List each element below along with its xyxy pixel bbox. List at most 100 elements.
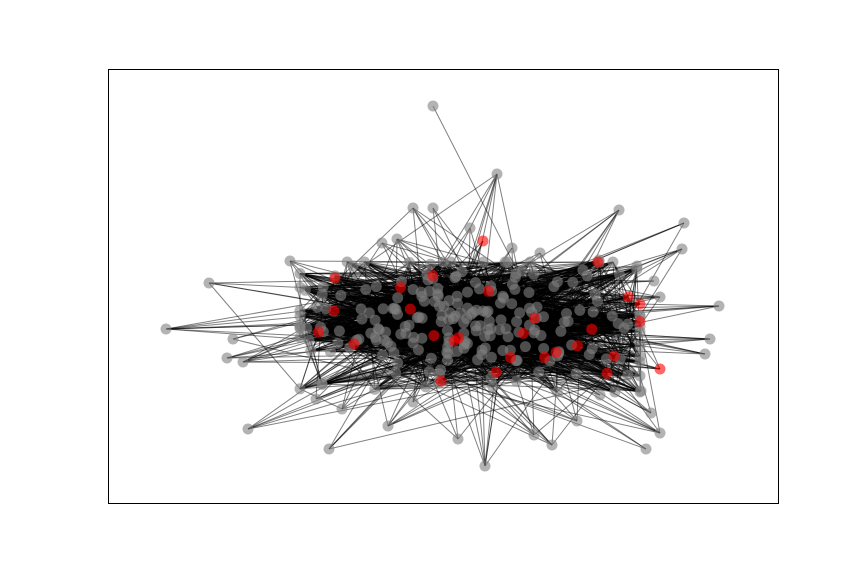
graph-node: [428, 203, 439, 214]
graph-node: [295, 311, 306, 322]
highlighted-node: [328, 305, 339, 316]
highlighted-node: [428, 330, 439, 341]
graph-node: [408, 397, 419, 408]
graph-node: [609, 387, 620, 398]
highlighted-node: [572, 340, 583, 351]
graph-node: [335, 290, 346, 301]
graph-node: [607, 311, 618, 322]
graph-node: [438, 257, 449, 268]
highlighted-node: [330, 273, 341, 284]
graph-node: [285, 256, 296, 267]
graph-node: [559, 317, 570, 328]
graph-node: [332, 338, 343, 349]
graph-node: [507, 243, 518, 254]
graph-node: [529, 327, 540, 338]
graph-node: [408, 203, 419, 214]
graph-node: [383, 421, 394, 432]
graph-node: [337, 404, 348, 415]
graph-node: [506, 298, 517, 309]
graph-node: [679, 218, 690, 229]
graph-node: [514, 307, 525, 318]
graph-node: [161, 324, 172, 335]
graph-node: [614, 269, 625, 280]
graph-node: [325, 346, 336, 357]
graph-node: [295, 268, 306, 279]
graph-node: [392, 357, 403, 368]
highlighted-node: [539, 352, 550, 363]
graph-node: [497, 291, 508, 302]
graph-node: [435, 364, 446, 375]
graph-node: [470, 277, 481, 288]
highlighted-node: [518, 328, 529, 339]
graph-node: [492, 169, 503, 180]
graph-node: [389, 303, 400, 314]
highlighted-node: [427, 270, 438, 281]
highlighted-node: [436, 376, 447, 387]
graph-node: [567, 277, 578, 288]
graph-node: [535, 248, 546, 259]
graph-node: [379, 335, 390, 346]
graph-node: [359, 257, 370, 268]
graph-node: [392, 234, 403, 245]
highlighted-node: [529, 313, 540, 324]
highlighted-node: [505, 352, 516, 363]
graph-node: [392, 292, 403, 303]
graph-node: [588, 307, 599, 318]
graph-node: [466, 309, 477, 320]
graph-node: [501, 323, 512, 334]
graph-node: [503, 257, 514, 268]
graph-node: [452, 291, 463, 302]
graph-node: [631, 264, 642, 275]
graph-node: [635, 351, 646, 362]
graph-node: [635, 341, 646, 352]
graph-node: [243, 424, 254, 435]
graph-node: [442, 325, 453, 336]
graph-node: [377, 238, 388, 249]
highlighted-node: [655, 364, 666, 375]
highlighted-node: [635, 316, 646, 327]
graph-node: [478, 257, 489, 268]
graph-node: [641, 444, 652, 455]
highlighted-node: [609, 351, 620, 362]
graph-node: [622, 319, 633, 330]
graph-node: [357, 314, 368, 325]
graph-node: [377, 350, 388, 361]
highlighted-node: [478, 236, 489, 247]
graph-node: [317, 289, 328, 300]
graph-node: [465, 223, 476, 234]
graph-node: [295, 383, 306, 394]
highlighted-node: [551, 347, 562, 358]
graph-node: [635, 387, 646, 398]
graph-node: [369, 384, 380, 395]
graph-node: [592, 296, 603, 307]
graph-node: [483, 306, 494, 317]
graph-node: [649, 276, 660, 287]
graph-node: [371, 281, 382, 292]
highlighted-node: [453, 332, 464, 343]
graph-node: [547, 440, 558, 451]
graph-node: [520, 341, 531, 352]
graph-node: [714, 301, 725, 312]
graph-node: [305, 345, 316, 356]
graph-node: [388, 347, 399, 358]
graph-node: [228, 334, 239, 345]
graph-node: [441, 347, 452, 358]
highlighted-node: [405, 304, 416, 315]
graph-node: [572, 416, 583, 427]
highlighted-node: [395, 282, 406, 293]
highlighted-node: [586, 324, 597, 335]
graph-node: [324, 444, 335, 455]
graph-node: [587, 343, 598, 354]
graph-node: [517, 265, 528, 276]
graph-node: [390, 367, 401, 378]
graph-node: [577, 265, 588, 276]
highlighted-node: [602, 368, 613, 379]
graph-node: [373, 323, 384, 334]
graph-node: [360, 284, 371, 295]
graph-node: [655, 428, 666, 439]
graph-node: [428, 101, 439, 112]
graph-node: [529, 430, 540, 441]
graph-node: [420, 381, 431, 392]
graph-node: [342, 257, 353, 268]
highlighted-node: [348, 338, 359, 349]
